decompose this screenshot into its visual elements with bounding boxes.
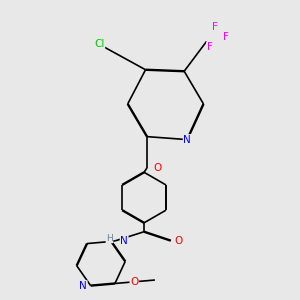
Text: H: H [106,234,113,243]
Text: O: O [130,277,138,287]
Text: F: F [223,32,229,42]
Text: N: N [183,135,191,145]
Text: F: F [206,43,212,52]
Text: O: O [153,163,162,173]
Text: F: F [212,22,218,32]
Text: N: N [120,236,128,246]
Text: O: O [174,236,182,246]
Text: Cl: Cl [94,40,105,50]
Text: N: N [79,280,87,291]
